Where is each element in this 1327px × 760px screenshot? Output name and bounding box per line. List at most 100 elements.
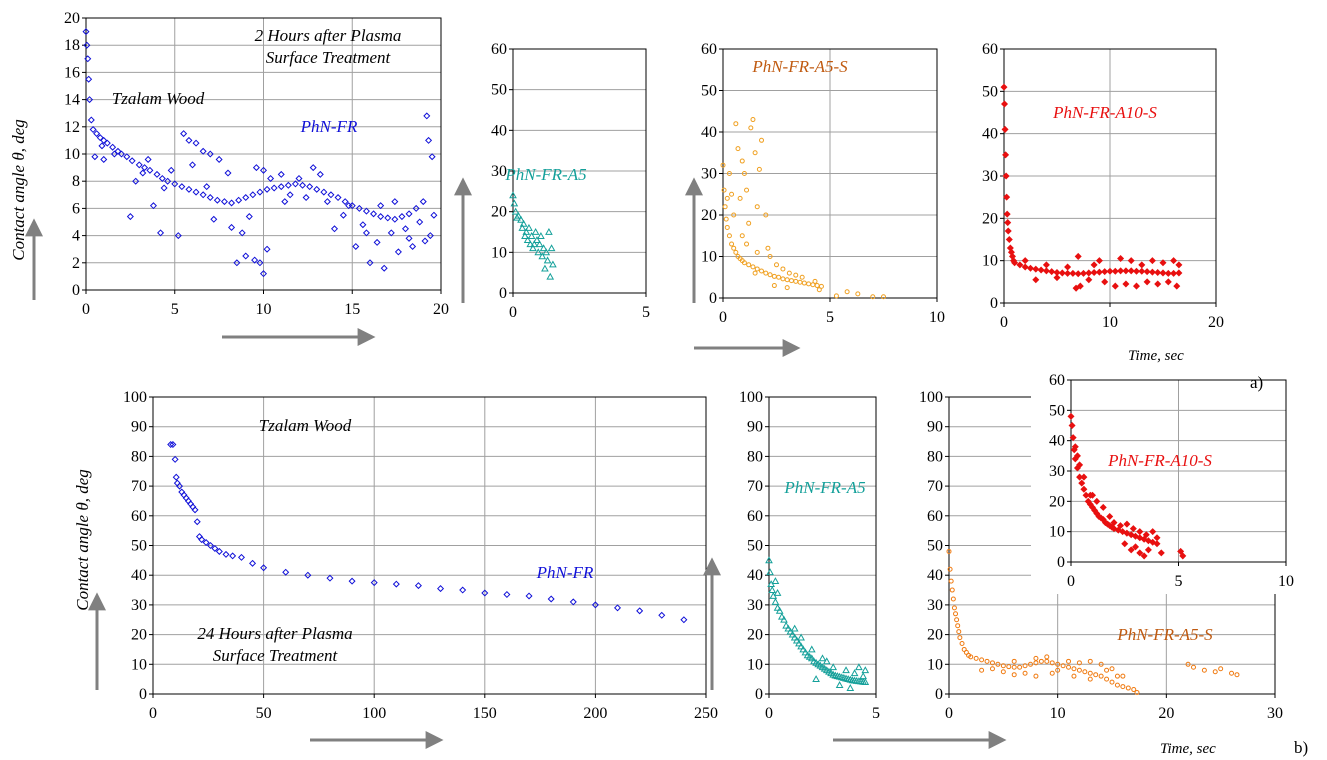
data-point — [774, 262, 779, 268]
data-point — [1058, 269, 1066, 277]
annotation-b3-series: PhN-FR-A5-S — [1116, 625, 1213, 644]
data-point — [829, 663, 838, 671]
data-point — [784, 285, 790, 291]
data-point — [235, 196, 243, 204]
data-point — [323, 198, 331, 206]
y-tick-label: 4 — [72, 228, 80, 245]
data-point — [807, 654, 816, 662]
data-point — [534, 248, 543, 256]
data-point — [249, 559, 257, 567]
x-tick-label: 200 — [583, 705, 607, 722]
data-point — [249, 191, 257, 199]
x-tick-label: 150 — [473, 705, 497, 722]
data-point — [771, 577, 780, 585]
data-point — [1149, 528, 1157, 536]
data-point — [737, 195, 743, 201]
data-point — [957, 635, 963, 641]
data-point — [401, 225, 410, 233]
y-tick-label: 14 — [64, 92, 80, 109]
x-tick-label: 10 — [256, 301, 272, 318]
data-point — [754, 204, 760, 210]
annotation-a1-line2: Surface Treatment — [266, 48, 392, 67]
series-PhN-FR-A10-S — [1067, 412, 1187, 560]
data-point — [437, 585, 445, 593]
data-point — [870, 294, 876, 300]
series-PhN-FR-A5-S — [720, 117, 886, 300]
data-point — [1003, 193, 1011, 201]
data-point — [765, 556, 773, 564]
data-point — [1002, 172, 1010, 180]
data-point — [731, 245, 737, 251]
x-tick-label: 0 — [149, 705, 157, 722]
annotation-b1-series: PhN-FR — [536, 563, 594, 582]
data-point — [207, 541, 215, 550]
y-tick-label: 90 — [747, 419, 763, 436]
data-point — [720, 162, 726, 168]
data-point — [160, 184, 168, 192]
data-point — [773, 588, 782, 596]
data-point — [1098, 673, 1104, 679]
y-tick-label: 30 — [491, 163, 507, 180]
data-point — [86, 96, 94, 104]
data-point — [1104, 676, 1110, 682]
data-point — [1076, 660, 1082, 666]
data-point — [1042, 261, 1050, 269]
data-point — [729, 241, 735, 247]
data-point — [518, 223, 527, 231]
series-PhN-FR-A5 — [509, 191, 557, 280]
data-point — [320, 188, 328, 196]
data-point — [1032, 265, 1040, 273]
data-point — [1074, 252, 1082, 260]
data-point — [529, 244, 537, 252]
data-point — [1153, 534, 1161, 542]
y-tick-label: 20 — [747, 627, 763, 644]
data-point — [1122, 280, 1130, 288]
data-point — [1095, 257, 1103, 265]
y-tick-label: 0 — [139, 686, 147, 703]
data-point — [188, 161, 197, 169]
data-point — [206, 194, 214, 202]
data-point — [1185, 661, 1191, 667]
data-point — [1170, 269, 1178, 277]
data-point — [1132, 267, 1141, 275]
data-point — [756, 166, 762, 172]
y-tick-label: 90 — [131, 419, 147, 436]
y-tick-label: 100 — [123, 389, 147, 406]
data-point — [1074, 270, 1082, 278]
data-point — [780, 276, 786, 282]
data-point — [765, 245, 771, 251]
data-point — [1119, 528, 1127, 536]
data-point — [1164, 269, 1172, 277]
data-point — [306, 183, 314, 191]
x-tick-label: 5 — [1175, 573, 1183, 590]
x-tick-label: 5 — [872, 705, 880, 722]
data-point — [1080, 485, 1088, 493]
data-point — [503, 590, 511, 599]
data-point — [1017, 664, 1023, 670]
data-point — [776, 274, 782, 280]
data-point — [103, 139, 111, 147]
data-point — [1055, 667, 1061, 673]
y-tick-label: 0 — [755, 686, 763, 703]
data-point — [380, 264, 388, 272]
data-point — [334, 194, 342, 202]
data-point — [203, 183, 211, 191]
y-tick-label: 20 — [64, 10, 80, 27]
data-point — [771, 273, 777, 279]
data-point — [1044, 658, 1050, 664]
data-point — [1142, 531, 1150, 539]
y-tick-label: 80 — [131, 448, 147, 465]
data-point — [1229, 670, 1235, 676]
data-point — [330, 225, 339, 233]
data-point — [790, 624, 799, 632]
data-point — [984, 658, 990, 664]
data-point — [1001, 100, 1009, 108]
data-point — [723, 216, 729, 222]
data-point — [259, 270, 268, 278]
data-point — [946, 548, 952, 554]
data-point — [1154, 269, 1162, 277]
data-point — [1011, 664, 1017, 670]
data-point — [284, 181, 292, 189]
y-tick-label: 10 — [747, 656, 763, 673]
